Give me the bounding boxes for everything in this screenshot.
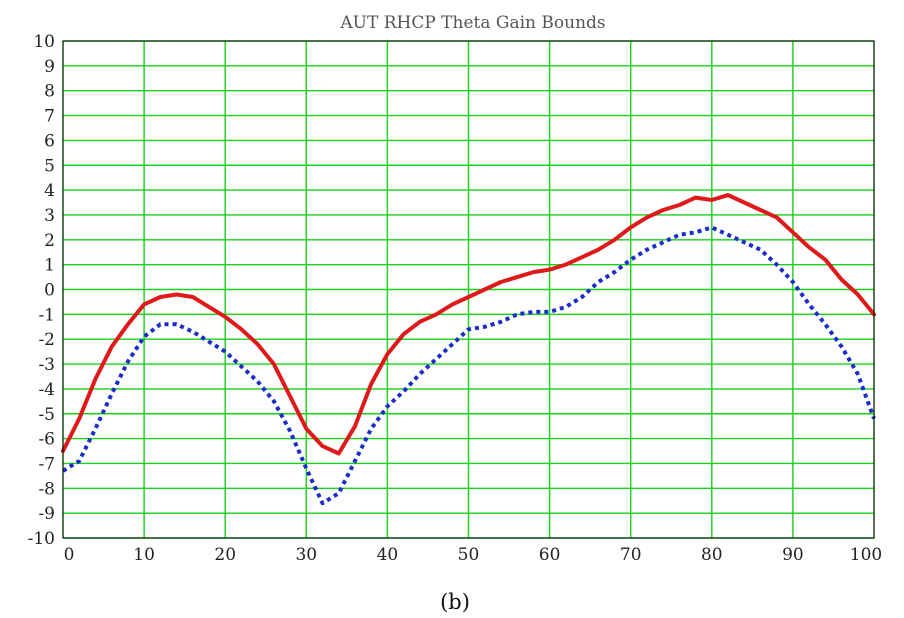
- x-tick-label: 100: [850, 545, 882, 565]
- chart-title: AUT RHCP Theta Gain Bounds: [339, 13, 605, 33]
- y-tick-label: 9: [44, 57, 55, 77]
- x-axis-ticks: 0 10 20 30 40 50 60 70 80 90 100: [64, 545, 883, 565]
- x-tick-label: 80: [701, 545, 723, 565]
- plot-frame: [62, 40, 875, 539]
- y-tick-label: 5: [44, 156, 55, 176]
- y-tick-label: -7: [38, 454, 55, 474]
- y-tick-label: 1: [44, 256, 55, 276]
- y-tick-label: -3: [38, 355, 55, 375]
- series-layer: [61, 193, 876, 506]
- x-tick-label: 30: [295, 545, 317, 565]
- x-tick-label: 0: [64, 545, 75, 565]
- y-tick-label: -10: [28, 529, 55, 549]
- y-tick-label: -5: [38, 405, 55, 425]
- y-tick-label: -2: [38, 330, 55, 350]
- y-tick-label: -8: [38, 479, 55, 499]
- x-tick-label: 90: [782, 545, 804, 565]
- y-tick-label: -9: [38, 504, 55, 524]
- grid: [62, 40, 875, 539]
- x-tick-label: 20: [214, 545, 236, 565]
- y-tick-label: 4: [44, 181, 55, 201]
- y-tick-label: 10: [33, 32, 55, 52]
- x-tick-label: 50: [458, 545, 480, 565]
- y-tick-label: 7: [44, 107, 55, 127]
- x-tick-label: 40: [377, 545, 399, 565]
- series-line-upper-bound: [61, 193, 876, 456]
- y-tick-label: -6: [38, 430, 55, 450]
- y-tick-label: -1: [38, 305, 55, 325]
- x-tick-label: 70: [620, 545, 642, 565]
- x-tick-label: 60: [539, 545, 561, 565]
- series-line-lower-bound: [61, 225, 876, 506]
- y-tick-label: 8: [44, 82, 55, 102]
- y-tick-label: 2: [44, 231, 55, 251]
- y-tick-label: 6: [44, 131, 55, 151]
- figure-caption: (b): [440, 590, 470, 614]
- y-tick-label: 3: [44, 206, 55, 226]
- y-tick-label: -4: [38, 380, 55, 400]
- y-tick-label: 0: [44, 281, 55, 301]
- x-tick-label: 10: [133, 545, 155, 565]
